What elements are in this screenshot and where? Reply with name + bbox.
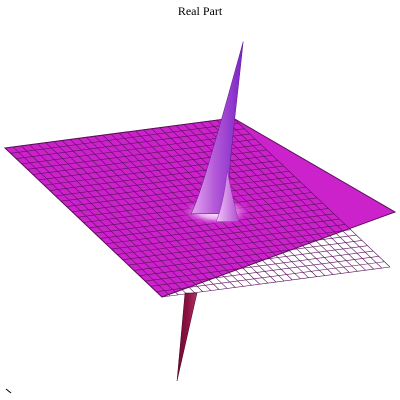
secondary-peak <box>215 170 240 222</box>
grid-line-u <box>183 124 342 274</box>
surface-features <box>176 41 253 382</box>
grid-line-u <box>232 117 391 268</box>
grid-line-v <box>145 250 374 282</box>
axis-stub <box>5 388 12 394</box>
grid-line-v <box>139 245 368 277</box>
grid-line-v <box>117 224 346 255</box>
grid-line-v <box>161 266 391 298</box>
grid-line-u <box>216 119 374 270</box>
grid-line-u <box>167 126 326 276</box>
grid-line-u <box>175 125 334 275</box>
grid-line-u <box>208 120 366 271</box>
grid-line-v <box>105 213 334 245</box>
grid-line-v <box>133 240 363 271</box>
chart-title: Real Part <box>177 4 223 18</box>
trough-spike <box>176 292 198 382</box>
surface-outline <box>3 117 397 298</box>
grid-line-v <box>111 218 340 250</box>
grid-line-v <box>156 261 385 292</box>
axis-marker <box>5 388 12 394</box>
grid-line-u <box>224 118 383 269</box>
grid-line-v <box>150 256 379 287</box>
grid-line-v <box>122 229 351 261</box>
